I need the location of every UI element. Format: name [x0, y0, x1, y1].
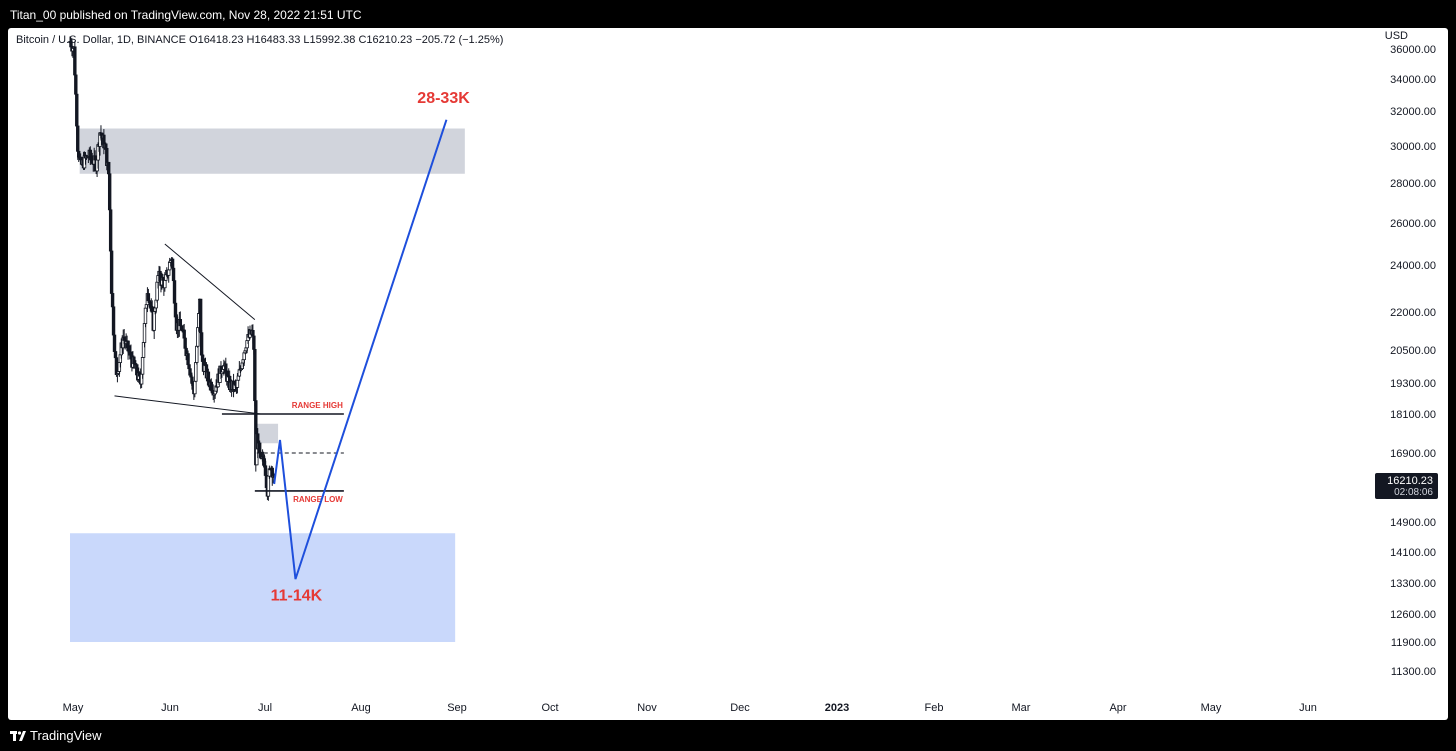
- price-tick-label: 12600.00: [1390, 609, 1436, 621]
- annotation-11-14K: 11-14K: [271, 588, 323, 605]
- price-tick-label: 16900.00: [1390, 448, 1436, 460]
- candle-body: [107, 173, 112, 211]
- price-tick-label: 28000.00: [1390, 178, 1436, 190]
- last-price-marker: [1375, 473, 1438, 499]
- candle-body: [195, 345, 199, 363]
- candle-body: [198, 298, 203, 334]
- last-price-value: 16210.23: [1387, 475, 1433, 487]
- demand-zone: [70, 533, 456, 642]
- wedge-trendline: [114, 395, 261, 415]
- candle-body: [140, 357, 145, 375]
- price-tick-label: 11300.00: [1391, 666, 1436, 678]
- time-tick-label: Jun: [1299, 702, 1317, 714]
- supply-zone: [79, 128, 465, 174]
- price-tick-label: 36000.00: [1390, 44, 1436, 56]
- candle-body: [182, 329, 186, 339]
- price-tick-label: 14900.00: [1390, 517, 1436, 529]
- time-tick-label: Apr: [1109, 702, 1126, 714]
- candle-body: [266, 475, 271, 497]
- candle-body: [109, 250, 114, 294]
- drawings-layer: RANGE HIGH RANGE LOW 28-33K 11-14K: [114, 90, 470, 605]
- currency-label: USD: [1384, 30, 1408, 42]
- time-tick-label: Dec: [730, 702, 750, 714]
- candle-body: [167, 269, 171, 276]
- candle-body: [253, 348, 257, 402]
- small-supply-zone: [256, 423, 279, 444]
- range-high-label: RANGE HIGH: [292, 401, 343, 410]
- tradingview-logo-icon: [10, 730, 26, 741]
- range-low-label: RANGE LOW: [293, 495, 343, 504]
- time-tick-label: 2023: [825, 702, 849, 714]
- chart-panel[interactable]: RANGE HIGH RANGE LOW 28-33K 11-14K 36000.00…: [8, 28, 1448, 720]
- price-tick-label: 26000.00: [1390, 218, 1436, 230]
- price-tick-label: 20500.00: [1390, 345, 1436, 357]
- candle-body: [186, 353, 190, 366]
- time-tick-label: May: [1201, 702, 1222, 714]
- brand-name: TradingView: [30, 728, 102, 743]
- time-tick-label: Aug: [351, 702, 371, 714]
- price-tick-label: 11900.00: [1391, 637, 1436, 649]
- candles-layer: [68, 36, 276, 501]
- price-tick-label: 24000.00: [1390, 260, 1436, 272]
- footer-bar: TradingView: [0, 720, 1456, 751]
- candle-body: [194, 362, 198, 382]
- price-tick-label: 19300.00: [1390, 378, 1436, 390]
- ohlc-values: O16418.23 H16483.33 L15992.38 C16210.23 …: [189, 34, 504, 46]
- time-tick-label: Nov: [637, 702, 657, 714]
- time-tick-label: May: [63, 702, 84, 714]
- price-tick-label: 32000.00: [1390, 106, 1436, 118]
- publish-info: Titan_00 published on TradingView.com, N…: [10, 8, 362, 22]
- price-tick-label: 13300.00: [1390, 578, 1436, 590]
- price-tick-label: 18100.00: [1390, 409, 1436, 421]
- candle-body: [76, 125, 80, 152]
- price-tick-label: 22000.00: [1390, 307, 1436, 319]
- candle-body: [143, 307, 148, 324]
- symbol-name: Bitcoin / U.S. Dollar, 1D, BINANCE: [16, 34, 186, 46]
- candle-body: [75, 93, 79, 127]
- projection-path: [273, 119, 448, 580]
- time-tick-label: Oct: [541, 702, 558, 714]
- time-axis-layer: May Jun Jul Aug Sep Oct Nov Dec 2023 Feb Mar Apr May…: [63, 702, 1317, 714]
- annotation-28-33K: 28-33K: [417, 90, 470, 107]
- symbol-legend: Bitcoin / U.S. Dollar, 1D, BINANCE O1641…: [16, 34, 503, 46]
- candle-body: [163, 279, 167, 289]
- time-tick-label: Feb: [925, 702, 944, 714]
- price-tick-label: 14100.00: [1390, 547, 1436, 559]
- price-chart[interactable]: RANGE HIGH RANGE LOW 28-33K 11-14K 36000.00…: [8, 28, 1448, 720]
- candle-body: [235, 379, 240, 388]
- tradingview-logo[interactable]: TradingView: [10, 728, 102, 743]
- candle-body: [108, 209, 113, 252]
- price-axis-layer: 36000.00 34000.00 32000.00 30000.00 28000.00…: [1375, 44, 1438, 678]
- bar-countdown: 02:08:06: [1394, 487, 1433, 498]
- candle-body: [73, 46, 77, 76]
- time-tick-label: Sep: [447, 702, 467, 714]
- candle-body: [257, 442, 262, 453]
- price-tick-label: 34000.00: [1390, 74, 1436, 86]
- time-tick-label: Mar: [1012, 702, 1031, 714]
- zones-layer: [70, 128, 465, 642]
- time-tick-label: Jul: [258, 702, 272, 714]
- time-tick-label: Jun: [161, 702, 179, 714]
- wedge-trendline: [164, 243, 256, 320]
- candle-body: [193, 380, 197, 395]
- candle-body: [104, 143, 108, 149]
- price-tick-label: 30000.00: [1390, 141, 1436, 153]
- publish-header: Titan_00 published on TradingView.com, N…: [0, 0, 1456, 28]
- candle-body: [107, 161, 111, 175]
